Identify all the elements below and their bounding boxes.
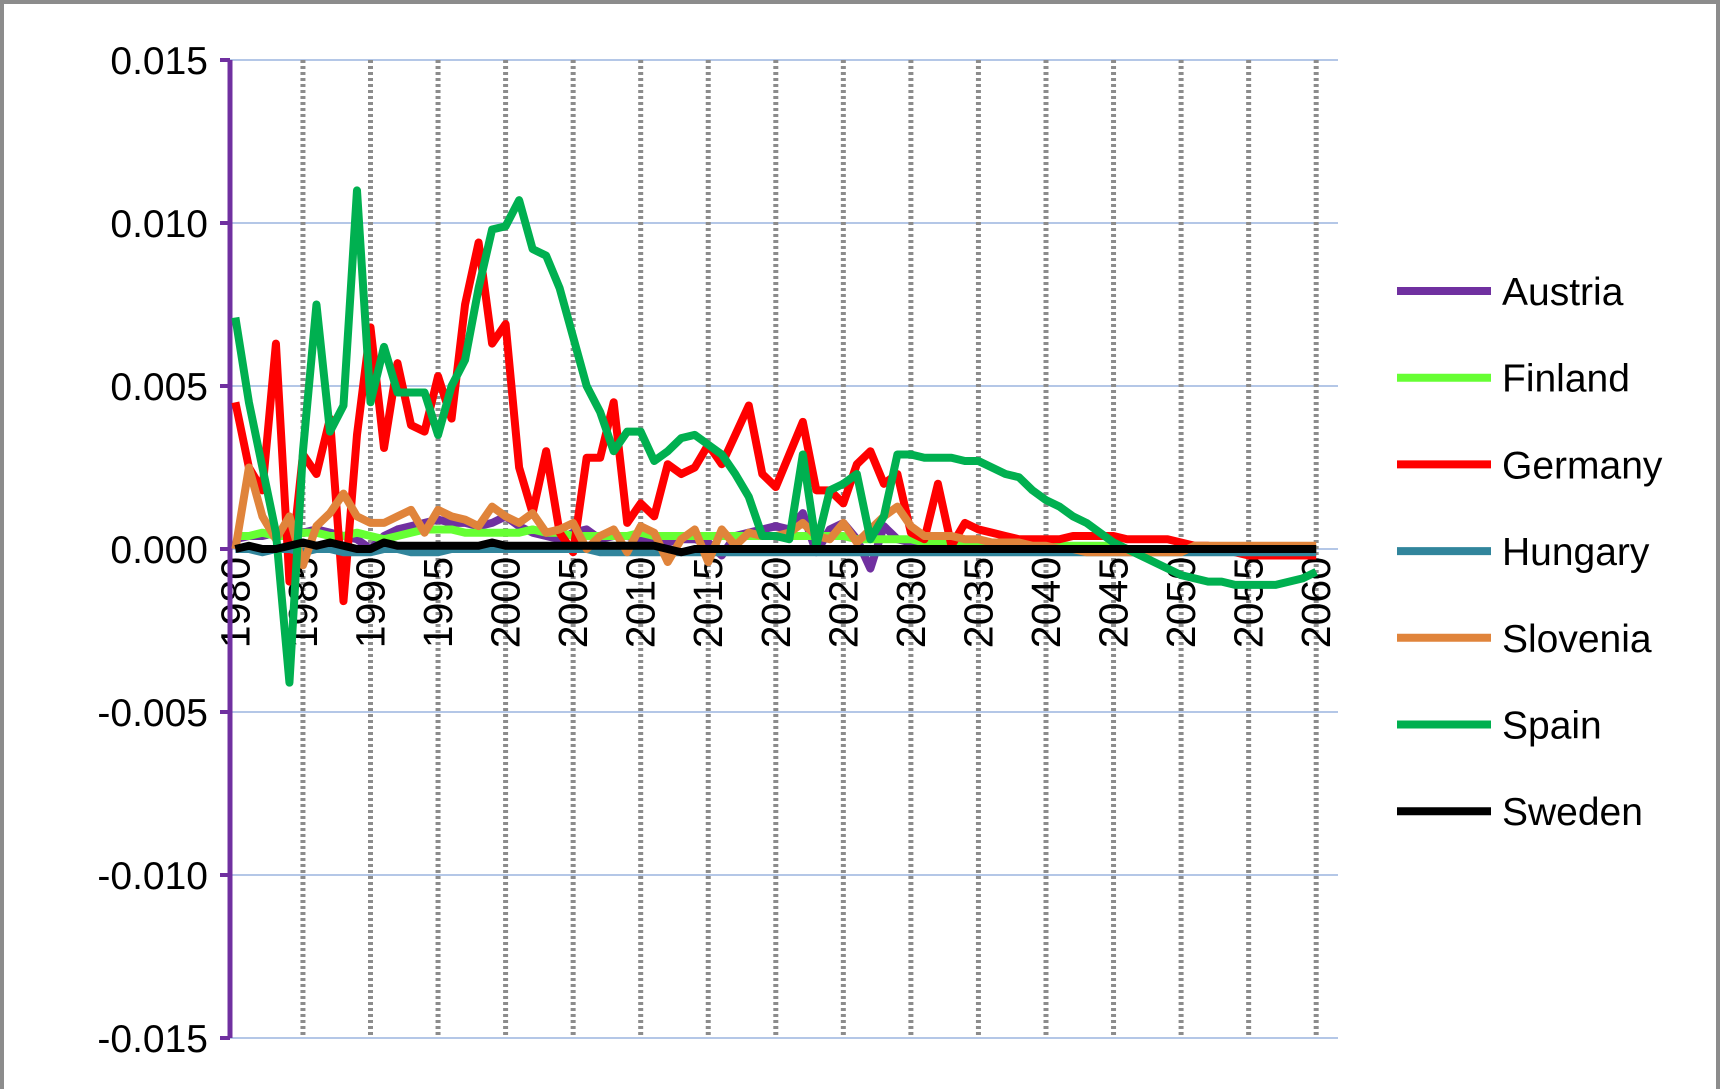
legend-label: Hungary xyxy=(1502,531,1650,574)
x-tick-label: 2060 xyxy=(1293,557,1339,648)
x-tick-label: 1980 xyxy=(212,557,258,648)
x-tick-label: 2055 xyxy=(1226,557,1272,648)
x-tick-label: 2025 xyxy=(820,557,866,648)
x-tick-label: 2030 xyxy=(888,557,934,648)
legend-label: Spain xyxy=(1502,705,1602,748)
legend-label: Slovenia xyxy=(1502,618,1652,661)
x-tick-label: 1990 xyxy=(348,557,394,648)
x-tick-label: 2000 xyxy=(483,557,529,648)
x-tick-label: 2035 xyxy=(955,557,1001,648)
y-tick-label: 0.015 xyxy=(110,40,208,83)
y-tick-label: 0.005 xyxy=(110,366,208,409)
legend-label: Sweden xyxy=(1502,791,1643,834)
y-tick-label: -0.005 xyxy=(97,692,208,735)
legend-label: Germany xyxy=(1502,444,1663,487)
legend-label: Finland xyxy=(1502,358,1630,401)
legend-label: Austria xyxy=(1502,271,1624,314)
x-tick-label: 1995 xyxy=(415,557,461,648)
x-tick-label: 2010 xyxy=(618,557,664,648)
y-tick-label: 0.010 xyxy=(110,203,208,246)
x-tick-label: 2045 xyxy=(1091,557,1137,648)
x-tick-label: 2020 xyxy=(753,557,799,648)
y-tick-label: 0.000 xyxy=(110,529,208,572)
y-tick-label: -0.015 xyxy=(97,1018,208,1061)
series-line xyxy=(231,186,1318,687)
x-tick-label: 2005 xyxy=(550,557,596,648)
series-line xyxy=(234,538,1317,557)
series-line xyxy=(231,238,1317,606)
x-tick-label: 2015 xyxy=(685,557,731,648)
x-tick-label: 2040 xyxy=(1023,557,1069,648)
y-tick-label: -0.010 xyxy=(97,855,208,898)
